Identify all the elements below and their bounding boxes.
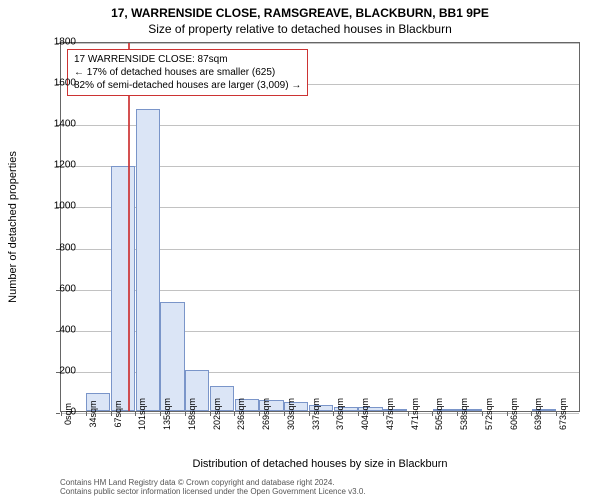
x-tick-label: 505sqm <box>434 398 444 430</box>
x-tick-label: 437sqm <box>385 398 395 430</box>
plot-area: 17 WARRENSIDE CLOSE: 87sqm← 17% of detac… <box>60 42 580 412</box>
x-tick-label: 572sqm <box>484 398 494 430</box>
y-tick-label: 800 <box>36 242 76 253</box>
annotation-line: 82% of semi-detached houses are larger (… <box>74 79 301 92</box>
histogram-chart: 17, WARRENSIDE CLOSE, RAMSGREAVE, BLACKB… <box>0 0 600 500</box>
footer-line-2: Contains public sector information licen… <box>60 487 366 497</box>
footer-line-1: Contains HM Land Registry data © Crown c… <box>60 478 366 488</box>
annotation-line: ← 17% of detached houses are smaller (62… <box>74 66 301 79</box>
annotation-box: 17 WARRENSIDE CLOSE: 87sqm← 17% of detac… <box>67 49 308 96</box>
histogram-bar <box>111 166 135 411</box>
x-tick-label: 303sqm <box>286 398 296 430</box>
x-tick-label: 202sqm <box>212 398 222 430</box>
y-tick-label: 1200 <box>36 160 76 171</box>
chart-title-1: 17, WARRENSIDE CLOSE, RAMSGREAVE, BLACKB… <box>0 0 600 20</box>
x-tick-label: 67sqm <box>113 400 123 427</box>
histogram-bar <box>160 302 184 411</box>
property-marker-line <box>128 43 130 411</box>
y-tick-label: 200 <box>36 365 76 376</box>
x-tick-label: 337sqm <box>311 398 321 430</box>
x-tick-label: 135sqm <box>162 398 172 430</box>
x-tick-label: 606sqm <box>509 398 519 430</box>
histogram-bar <box>136 109 160 411</box>
annotation-line: 17 WARRENSIDE CLOSE: 87sqm <box>74 53 301 66</box>
x-tick-label: 639sqm <box>533 398 543 430</box>
x-tick-label: 0sqm <box>63 403 73 425</box>
y-tick-label: 1400 <box>36 119 76 130</box>
y-tick-label: 1000 <box>36 201 76 212</box>
x-tick-label: 370sqm <box>335 398 345 430</box>
x-tick-label: 538sqm <box>459 398 469 430</box>
x-tick-label: 236sqm <box>236 398 246 430</box>
x-tick-label: 269sqm <box>261 398 271 430</box>
gridline <box>61 43 579 44</box>
x-tick-label: 673sqm <box>558 398 568 430</box>
x-axis-label: Distribution of detached houses by size … <box>60 458 580 470</box>
y-axis-label: Number of detached properties <box>6 42 20 412</box>
y-tick-label: 1600 <box>36 78 76 89</box>
y-tick-label: 1800 <box>36 37 76 48</box>
y-tick-label: 400 <box>36 324 76 335</box>
x-tick-label: 168sqm <box>187 398 197 430</box>
footer-attribution: Contains HM Land Registry data © Crown c… <box>60 478 366 497</box>
x-tick-label: 34sqm <box>88 400 98 427</box>
x-tick-label: 404sqm <box>360 398 370 430</box>
chart-title-2: Size of property relative to detached ho… <box>0 20 600 40</box>
x-tick-label: 471sqm <box>410 398 420 430</box>
x-tick-label: 101sqm <box>137 398 147 430</box>
y-tick-label: 600 <box>36 283 76 294</box>
